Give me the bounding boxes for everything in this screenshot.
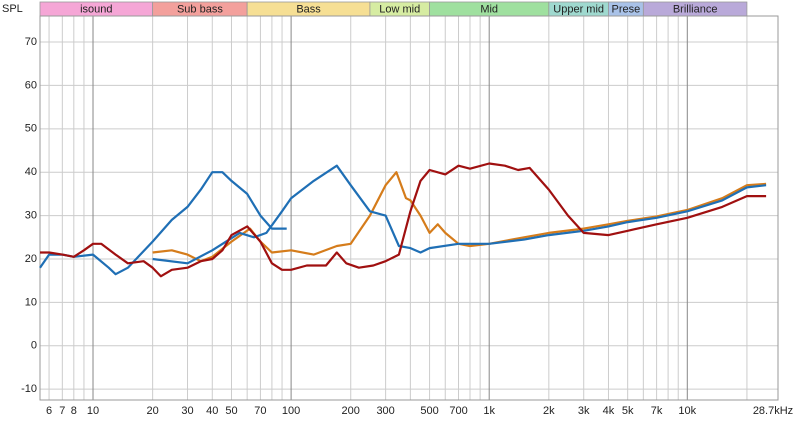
y-tick-label: 0 — [31, 340, 37, 352]
y-tick-label: 10 — [25, 296, 37, 308]
x-tick-label: 4k — [603, 405, 615, 417]
x-tick-label: 3k — [578, 405, 590, 417]
x-tick-label: 1k — [483, 405, 495, 417]
x-tick-label: 50 — [225, 405, 237, 417]
plot-area — [40, 16, 778, 400]
band-label: Upper mid — [553, 3, 604, 15]
band-label: isound — [80, 3, 112, 15]
y-tick-label: 50 — [25, 123, 37, 135]
y-tick-label: -10 — [21, 383, 37, 395]
x-tick-label: 10 — [87, 405, 99, 417]
y-tick-label: 60 — [25, 79, 37, 91]
plot-frame — [39, 15, 779, 401]
x-tick-label: 500 — [420, 405, 438, 417]
x-tick-label: 28.7kHz — [753, 405, 793, 417]
x-tick-label: 40 — [206, 405, 218, 417]
band-label: Sub bass — [177, 3, 223, 15]
x-tick-label: 70 — [254, 405, 266, 417]
x-tick-label: 700 — [449, 405, 467, 417]
band-label: Mid — [480, 3, 498, 15]
x-tick-label: 2k — [543, 405, 555, 417]
band-label: Bass — [296, 3, 321, 15]
x-tick-label: 10k — [678, 405, 696, 417]
x-tick-label: 200 — [342, 405, 360, 417]
x-tick-label: 30 — [181, 405, 193, 417]
band-label: Brilliance — [673, 3, 718, 15]
x-tick-label: 100 — [282, 405, 300, 417]
series-line — [152, 171, 767, 263]
x-tick-label: 5k — [622, 405, 634, 417]
x-tick-label: 6 — [46, 405, 52, 417]
x-tick-label: 300 — [376, 405, 394, 417]
x-tick-label: 20 — [147, 405, 159, 417]
x-tick-label: 7 — [59, 405, 65, 417]
y-axis-label: SPL — [2, 3, 23, 15]
series-line — [152, 164, 767, 265]
x-tick-label: 7k — [651, 405, 663, 417]
y-tick-label: 20 — [25, 253, 37, 265]
band-label: Prese — [612, 3, 641, 15]
x-tick-label: 8 — [71, 405, 77, 417]
series-line — [39, 171, 287, 276]
series-line — [40, 162, 767, 278]
y-tick-label: 40 — [25, 166, 37, 178]
y-tick-label: 70 — [25, 36, 37, 48]
y-tick-label: 30 — [25, 209, 37, 221]
band-label: Low mid — [379, 3, 420, 15]
